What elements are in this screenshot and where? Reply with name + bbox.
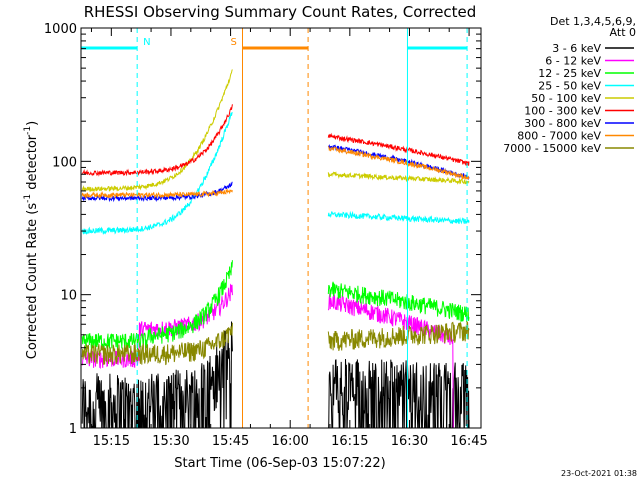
legend-label-6: 300 - 800 keV [524, 117, 601, 130]
y-tick-label-3: 1000 [44, 22, 77, 37]
y-axis-label-mid: detector [25, 134, 40, 194]
chart-title: RHESSI Observing Summary Count Rates, Co… [84, 3, 477, 21]
series-line-5-post [327, 132, 470, 166]
x-tick-label-3: 16:00 [271, 434, 308, 449]
legend-label-8: 7000 - 15000 keV [503, 142, 601, 155]
series-line-7-pre [81, 188, 233, 200]
x-tick-label-6: 16:45 [450, 434, 487, 449]
series-line-2-post [327, 281, 470, 323]
series-line-0-post [328, 358, 470, 428]
x-tick-label-5: 16:30 [391, 434, 428, 449]
legend-label-4: 50 - 100 keV [531, 92, 601, 105]
legend-label-3: 25 - 50 keV [538, 80, 601, 93]
legend-label-2: 12 - 25 keV [538, 67, 601, 80]
series-line-3-pre [81, 111, 233, 236]
series-line-0-pre [81, 321, 233, 428]
y-tick-label-0: 1 [69, 422, 77, 437]
x-tick-label-0: 15:15 [93, 434, 130, 449]
plot-frame [80, 27, 482, 429]
legend-header-1: Att 0 [610, 26, 636, 39]
timestamp: 23-Oct-2021 01:38 [561, 469, 637, 478]
y-axis-label-sup2: -1 [23, 126, 33, 135]
series-line-4-pre [81, 69, 233, 193]
legend-label-0: 3 - 6 keV [552, 42, 601, 55]
annotation-label-2: S [231, 37, 237, 48]
x-tick-label-1: 15:30 [152, 434, 189, 449]
series-line-3-post [327, 210, 470, 225]
legend-label-7: 800 - 7000 keV [517, 130, 601, 143]
series-line-2-pre [81, 260, 233, 351]
legend-label-5: 100 - 300 keV [524, 105, 601, 118]
series-line-4-post [327, 171, 470, 185]
annotation-label-0: N [143, 37, 150, 48]
y-axis-label: Corrected Count Rate (s-1 detector-1) [23, 121, 40, 359]
legend-label-1: 6 - 12 keV [545, 55, 601, 68]
series-line-1-pre [81, 283, 233, 369]
y-axis-label-main: Corrected Count Rate (s [25, 203, 40, 360]
x-tick-label-4: 16:15 [331, 434, 368, 449]
series-line-8-post [327, 320, 470, 352]
y-tick-label-2: 100 [52, 155, 77, 170]
series-line-5-pre [81, 104, 233, 177]
series-line-7-post [327, 146, 470, 180]
y-axis-label-end: ) [25, 121, 40, 126]
y-axis-label-sup1: -1 [23, 194, 33, 203]
x-tick-label-2: 15:45 [212, 434, 249, 449]
legend-header-0: Det 1,3,4,5,6,9, [550, 15, 636, 28]
series-line-8-pre [81, 322, 233, 366]
y-tick-label-1: 10 [60, 289, 77, 304]
x-axis-label: Start Time (06-Sep-03 15:07:22) [174, 456, 385, 471]
